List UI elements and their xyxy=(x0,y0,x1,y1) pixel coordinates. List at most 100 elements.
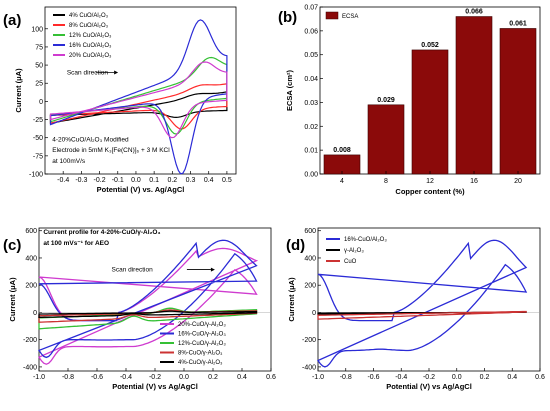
panel-c-chart: -1.0 -0.8 -0.6 -0.4 -0.2 0.0 0.2 0.4 0.6 -400 -200… xyxy=(3,227,276,391)
y-tick-label: 200 xyxy=(25,283,37,290)
y-tick-label: -50 xyxy=(33,135,43,142)
series-line xyxy=(49,61,228,139)
annotation: Scan direction xyxy=(112,267,154,274)
bar xyxy=(411,49,449,175)
x-tick-label: 0.4 xyxy=(237,374,247,381)
plot-frame xyxy=(44,6,237,175)
series-line xyxy=(38,239,258,359)
y-tick-label: -400 xyxy=(302,364,316,371)
x-tick-label: 0.2 xyxy=(208,374,218,381)
legend-label: 8%-CuO/γ-Al₂O₃ xyxy=(178,351,223,357)
panel-a-chart: -0.4 -0.3 -0.2 -0.1 0.0 0.1 0.2 0.3 0.4 0.5 -100 -7… xyxy=(3,6,237,194)
y-tick-label: 0.03 xyxy=(304,100,318,107)
y-tick-label: 600 xyxy=(25,228,37,235)
panel-label: (a) xyxy=(3,12,21,29)
y-tick-label: 0 xyxy=(33,310,37,317)
bar xyxy=(367,104,405,175)
x-tick-label: 0.0 xyxy=(179,374,189,381)
x-tick-label: -0.2 xyxy=(149,374,161,381)
x-tick-label: -1.0 xyxy=(312,374,324,381)
scan-arrow-head xyxy=(210,267,215,272)
x-tick-label: 0.6 xyxy=(535,374,545,381)
legend-label: ECSA xyxy=(342,14,358,20)
annotation: at 100 mVs⁻¹ for AEO xyxy=(43,240,109,247)
legend-label: 8% CuO/Al₂O₃ xyxy=(69,23,109,29)
series-line xyxy=(317,310,527,320)
x-tick-label: -0.6 xyxy=(91,374,103,381)
series-line xyxy=(38,307,258,330)
x-tick-label: -0.1 xyxy=(112,177,124,184)
x-axis-label: Potential (V) vs Ag/AgCl xyxy=(386,382,472,391)
legend-label: 16%-CuO/γ-Al₂O₃ xyxy=(178,332,226,338)
x-tick-label: 0.3 xyxy=(186,177,196,184)
panel-b-chart: 0.00 0.01 0.02 0.03 0.04 0.05 0.06 0.07 0.008 4 0.… xyxy=(278,5,541,196)
bar-value-label: 0.066 xyxy=(465,9,483,16)
panel-label: (c) xyxy=(3,237,21,254)
x-tick-label: 0.6 xyxy=(266,374,276,381)
y-tick-label: -200 xyxy=(302,337,316,344)
y-axis-label: ECSA (cm²) xyxy=(285,70,294,111)
y-tick-label: 0.04 xyxy=(304,76,318,83)
x-tick-label: -0.8 xyxy=(62,374,74,381)
x-tick-label: 0.2 xyxy=(480,374,490,381)
x-tick-label: -0.3 xyxy=(75,177,87,184)
series-line xyxy=(38,310,258,318)
legend-label: 20%-CuO/γ-Al₂O₃ xyxy=(178,322,226,328)
y-tick-label: -400 xyxy=(23,364,37,371)
x-tick-label: -0.2 xyxy=(94,177,106,184)
x-tick-label: 8 xyxy=(384,178,388,185)
legend-label: 16% CuO/Al₂O₃ xyxy=(69,43,112,49)
x-tick-label: -1.0 xyxy=(33,374,45,381)
legend-label: 4%-CuO/γ-Al₂O₃ xyxy=(178,360,223,366)
x-tick-label: 0.2 xyxy=(167,177,177,184)
x-tick-label: -0.2 xyxy=(423,374,435,381)
legend-label: 12%-CuO/γ-Al₂O₃ xyxy=(178,341,226,347)
bar-value-label: 0.061 xyxy=(509,20,527,27)
bar xyxy=(455,16,493,175)
series-line xyxy=(38,309,258,323)
x-tick-label: 0.5 xyxy=(222,177,232,184)
y-axis-label: Current (μA) xyxy=(14,68,23,113)
bar-value-label: 0.029 xyxy=(377,97,395,104)
y-tick-label: -75 xyxy=(33,153,43,160)
x-axis-label: Potential (V) vs. Ag/AgCl xyxy=(97,185,185,194)
x-axis-label: Potential (V) vs Ag/AgCl xyxy=(112,382,198,391)
bar xyxy=(499,28,537,175)
x-tick-label: -0.4 xyxy=(395,374,407,381)
y-tick-label: 0.01 xyxy=(304,148,318,155)
y-tick-label: -100 xyxy=(29,172,43,179)
x-axis-label: Copper content (%) xyxy=(395,187,465,196)
x-tick-label: 0.0 xyxy=(131,177,141,184)
scan-arrow-head xyxy=(114,70,119,75)
y-tick-label: 0 xyxy=(39,99,43,106)
y-tick-label: 200 xyxy=(304,283,316,290)
y-tick-label: 400 xyxy=(25,255,37,262)
y-tick-label: 75 xyxy=(35,44,43,51)
annotation: at 100mV/s xyxy=(52,158,86,165)
y-tick-label: 400 xyxy=(304,255,316,262)
series-line xyxy=(38,247,259,365)
y-tick-label: 0.02 xyxy=(304,124,318,131)
y-tick-label: 600 xyxy=(304,228,316,235)
x-tick-label: -0.4 xyxy=(120,374,132,381)
x-tick-label: 12 xyxy=(426,178,434,185)
annotation: Scan direction xyxy=(67,70,109,77)
y-axis-label: Current (μA) xyxy=(8,277,17,322)
legend-swatch xyxy=(325,11,339,20)
panel-label: (d) xyxy=(286,237,305,254)
y-tick-label: 25 xyxy=(35,81,43,88)
x-tick-label: 0.0 xyxy=(452,374,462,381)
y-axis-label: Current (μA) xyxy=(287,277,296,322)
legend-label: 12% CuO/Al₂O₃ xyxy=(69,33,112,39)
y-tick-label: 0.07 xyxy=(304,5,318,12)
legend-label: 4% CuO/Al₂O₃ xyxy=(69,13,109,19)
x-tick-label: 16 xyxy=(470,178,478,185)
x-tick-label: 0.1 xyxy=(149,177,159,184)
annotation: Electrode in 5mM K₃[Fe(CN)]₆ + 3 M KCl xyxy=(52,147,170,154)
panel-label: (b) xyxy=(278,9,297,26)
x-tick-label: 0.4 xyxy=(204,177,214,184)
y-tick-label: 0.05 xyxy=(304,52,318,59)
x-tick-label: 4 xyxy=(340,178,344,185)
series-line xyxy=(317,239,528,368)
y-tick-label: 50 xyxy=(35,63,43,70)
